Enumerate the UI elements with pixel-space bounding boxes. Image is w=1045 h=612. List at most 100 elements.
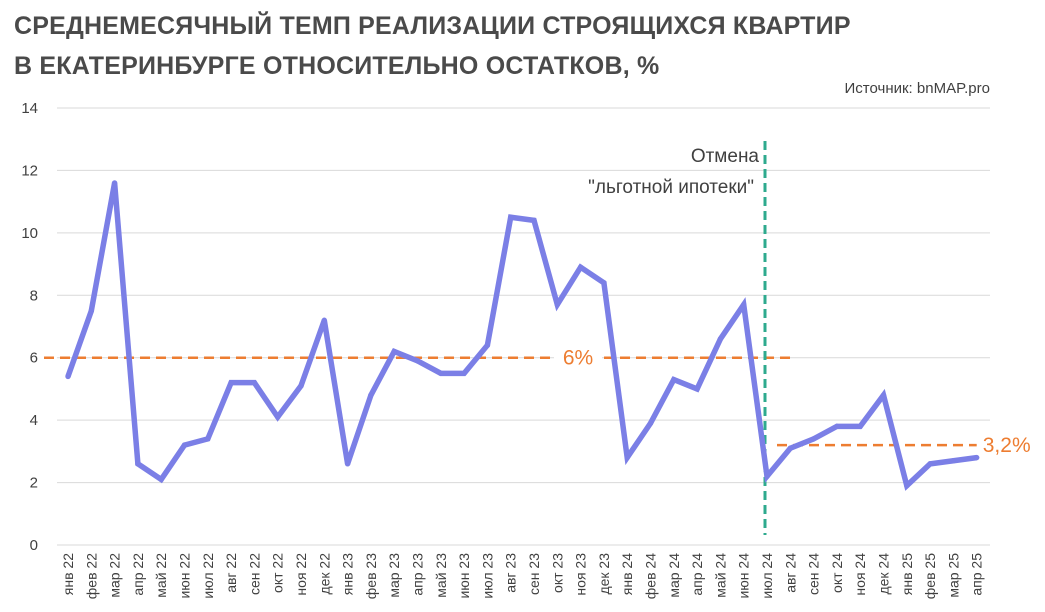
event-label-line-2: "льготной ипотеки" — [588, 177, 754, 198]
x-tick-label: май 24 — [712, 553, 728, 598]
data-point — [508, 214, 514, 220]
x-tick-label: июн 22 — [177, 553, 193, 599]
x-tick-label: июл 23 — [479, 553, 495, 599]
data-point — [694, 386, 700, 392]
data-point — [741, 301, 747, 308]
y-tick-label: 0 — [30, 537, 38, 554]
x-tick-label: мар 22 — [107, 553, 123, 598]
data-point — [484, 342, 491, 348]
y-axis-ticks: 0 2 4 6 8 10 12 14 — [21, 100, 38, 554]
x-tick-label: авг 23 — [503, 553, 519, 593]
data-point — [368, 392, 374, 398]
x-tick-label: мар 23 — [386, 553, 402, 598]
data-point — [787, 445, 793, 451]
x-tick-label: дек 24 — [876, 553, 892, 595]
data-point — [298, 383, 304, 389]
data-point — [927, 461, 933, 467]
data-point — [181, 442, 188, 448]
series-layer — [65, 180, 980, 491]
x-tick-label: авг 22 — [223, 553, 239, 593]
x-tick-label: апр 22 — [130, 553, 146, 596]
chart-title-line-1: СРЕДНЕМЕСЯЧНЫЙ ТЕМП РЕАЛИЗАЦИИ СТРОЯЩИХС… — [14, 12, 851, 40]
data-point — [857, 423, 863, 430]
x-tick-label: окт 22 — [270, 553, 286, 593]
x-tick-label: янв 25 — [899, 553, 915, 595]
data-point — [321, 317, 327, 323]
reference-label-background — [554, 343, 602, 372]
series-line — [65, 182, 978, 491]
data-point — [391, 348, 397, 355]
y-tick-label: 2 — [30, 475, 38, 492]
data-point — [531, 217, 537, 224]
x-tick-label: янв 24 — [619, 553, 635, 595]
x-tick-label: фев 24 — [643, 553, 659, 599]
x-tick-label: сен 22 — [246, 553, 262, 595]
data-point — [461, 370, 467, 377]
event-marker: Отмена "льготной ипотеки" — [588, 141, 767, 535]
x-tick-label: ноя 24 — [852, 553, 868, 596]
x-tick-label: май 23 — [433, 553, 449, 598]
y-tick-label: 14 — [21, 100, 38, 117]
data-point — [135, 461, 141, 467]
data-point — [810, 436, 817, 442]
y-tick-label: 6 — [30, 350, 38, 367]
x-tick-label: фев 22 — [83, 553, 99, 599]
x-tick-label: дек 22 — [316, 553, 332, 595]
data-point — [950, 458, 957, 464]
data-point — [88, 308, 95, 314]
x-tick-label: сен 24 — [806, 553, 822, 595]
data-point — [438, 370, 444, 377]
chart-title-line-2: В ЕКАТЕРИНБУРГЕ ОТНОСИТЕЛЬНО ОСТАТКОВ, % — [14, 52, 660, 80]
x-tick-label: апр 23 — [410, 553, 426, 596]
data-point — [834, 423, 840, 430]
x-tick-label: янв 22 — [60, 553, 76, 595]
x-tick-label: мар 24 — [666, 553, 682, 598]
data-point — [111, 180, 118, 186]
data-point — [647, 420, 654, 426]
data-point — [880, 392, 887, 398]
x-tick-label: авг 24 — [782, 553, 798, 593]
x-axis-ticks: янв 22 фев 22 мар 22 апр 22 май 22 июн 22 июл … — [60, 553, 985, 599]
x-tick-label: май 22 — [153, 553, 169, 598]
data-point — [601, 280, 607, 286]
x-tick-label: мар 25 — [945, 553, 961, 598]
data-point — [158, 476, 164, 483]
x-tick-label: апр 24 — [689, 553, 705, 596]
reference-label: 3,2% — [983, 434, 1031, 457]
x-tick-label: июн 23 — [456, 553, 472, 599]
x-tick-label: фев 23 — [363, 553, 379, 599]
x-tick-label: апр 25 — [969, 553, 985, 596]
source-note: Источник: bnMAP.pro — [844, 80, 990, 97]
x-tick-label: ноя 22 — [293, 553, 309, 596]
event-label-line-1: Отмена — [691, 146, 760, 167]
chart-title: СРЕДНЕМЕСЯЧНЫЙ ТЕМП РЕАЛИЗАЦИИ СТРОЯЩИХС… — [14, 6, 1014, 86]
data-point — [344, 461, 351, 467]
data-point — [65, 373, 71, 380]
data-point — [577, 264, 584, 270]
y-tick-label: 4 — [30, 412, 38, 429]
data-point — [554, 301, 560, 308]
data-point — [228, 379, 234, 386]
data-point — [414, 358, 421, 364]
x-tick-label: сен 23 — [526, 553, 542, 595]
x-tick-label: июл 24 — [759, 553, 775, 599]
y-tick-label: 10 — [21, 225, 38, 242]
x-tick-label: фев 25 — [922, 553, 938, 599]
data-point — [974, 454, 980, 461]
x-tick-label: окт 24 — [829, 553, 845, 593]
grid-layer — [57, 107, 990, 546]
y-tick-label: 8 — [30, 287, 38, 304]
y-tick-label: 12 — [21, 162, 38, 179]
x-tick-label: ноя 23 — [573, 553, 589, 596]
x-tick-label: июн 24 — [736, 553, 752, 599]
data-point — [717, 336, 724, 342]
data-point — [275, 414, 281, 420]
data-point — [764, 473, 770, 480]
data-point — [904, 482, 910, 489]
x-tick-label: янв 23 — [340, 553, 356, 595]
x-tick-label: дек 23 — [596, 553, 612, 595]
x-tick-label: окт 23 — [549, 553, 565, 593]
data-point — [624, 454, 630, 461]
data-point — [671, 376, 677, 383]
